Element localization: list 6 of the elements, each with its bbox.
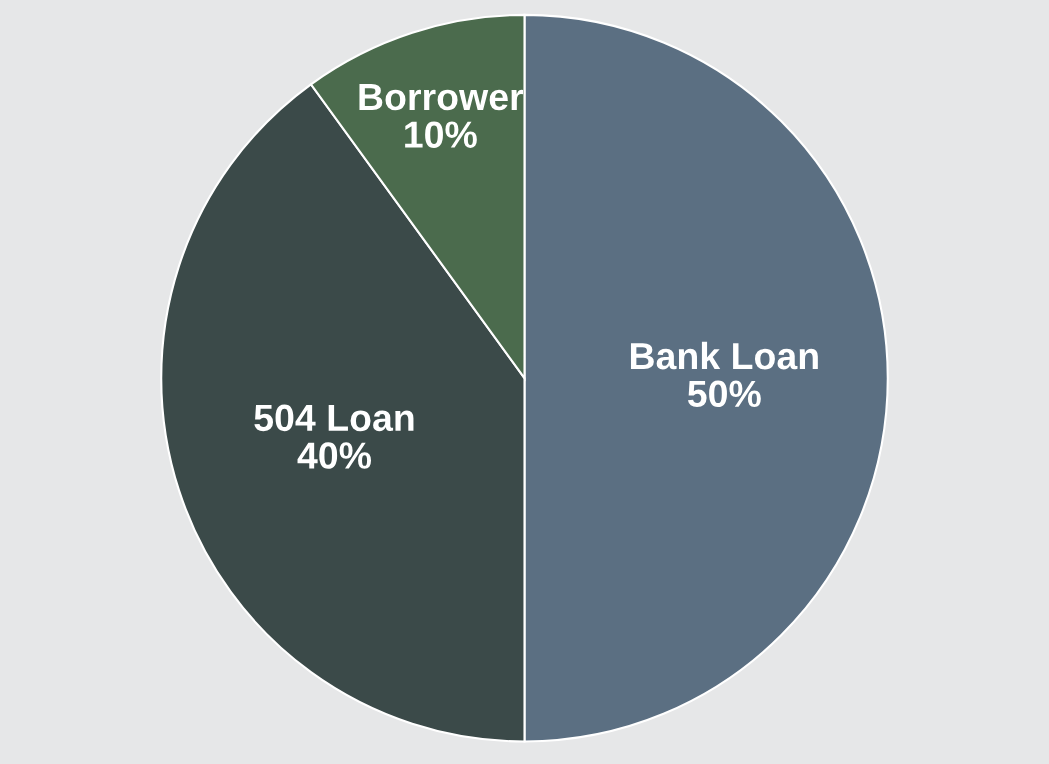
slice-label: Bank Loan — [630, 341, 818, 370]
data-label: 10% — [405, 121, 477, 148]
data-label: 50% — [687, 380, 761, 408]
data-label: 40% — [297, 442, 372, 469]
slice-label: 504 Loan — [254, 404, 414, 432]
slice-label: Borrower — [359, 84, 524, 111]
